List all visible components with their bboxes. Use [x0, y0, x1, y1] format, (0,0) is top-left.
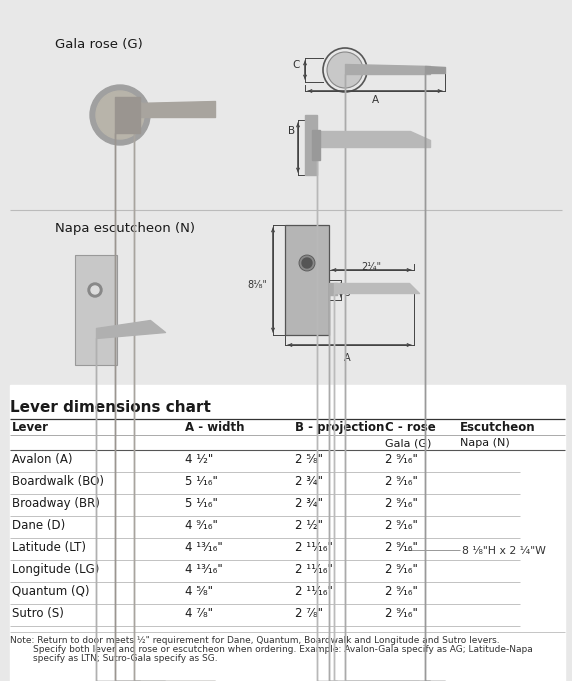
Circle shape	[299, 255, 315, 271]
Text: 8¹⁄₈": 8¹⁄₈"	[247, 280, 267, 290]
Circle shape	[90, 85, 150, 145]
Text: 2 ⁹⁄₁₆": 2 ⁹⁄₁₆"	[385, 541, 418, 554]
Text: 2 ⁹⁄₁₆": 2 ⁹⁄₁₆"	[385, 585, 418, 598]
Text: Gala rose (G): Gala rose (G)	[55, 38, 143, 51]
Circle shape	[88, 283, 102, 297]
Text: 4 ⁷⁄₈": 4 ⁷⁄₈"	[185, 607, 213, 620]
Text: 2 ⁹⁄₁₆": 2 ⁹⁄₁₆"	[385, 519, 418, 532]
Text: Gala (G): Gala (G)	[385, 438, 431, 448]
Text: Specify both lever and rose or escutcheon when ordering. Example: Avalon-Gala sp: Specify both lever and rose or escutcheo…	[10, 645, 533, 654]
Text: C: C	[292, 60, 300, 70]
Text: Sutro (S): Sutro (S)	[12, 607, 64, 620]
Bar	[305, 115, 317, 175]
Text: 2¹⁄₄": 2¹⁄₄"	[361, 262, 381, 272]
Text: 4 ⁹⁄₁₆": 4 ⁹⁄₁₆"	[185, 519, 218, 532]
Text: 4 ¹³⁄₁₆": 4 ¹³⁄₁₆"	[185, 541, 223, 554]
Text: Broadway (BR): Broadway (BR)	[12, 497, 100, 510]
Text: 2 ¹¹⁄₁₆": 2 ¹¹⁄₁₆"	[295, 563, 333, 576]
Text: C - rose: C - rose	[385, 421, 436, 434]
Text: Boardwalk (BO): Boardwalk (BO)	[12, 475, 104, 488]
Text: B - projection: B - projection	[295, 421, 384, 434]
Text: Avalon (A): Avalon (A)	[12, 453, 73, 466]
Circle shape	[302, 258, 312, 268]
Text: 2 ¾": 2 ¾"	[295, 497, 323, 510]
Text: 2 ⁹⁄₁₆": 2 ⁹⁄₁₆"	[385, 563, 418, 576]
Bar	[312, 130, 320, 160]
Text: 2 ⁹⁄₁₆": 2 ⁹⁄₁₆"	[385, 607, 418, 620]
Text: 2 ¹¹⁄₁₆": 2 ¹¹⁄₁₆"	[295, 541, 333, 554]
Text: 2 ⁷⁄₈": 2 ⁷⁄₈"	[295, 607, 323, 620]
Text: 2 ¾": 2 ¾"	[295, 475, 323, 488]
Text: Longitude (LG): Longitude (LG)	[12, 563, 100, 576]
Circle shape	[96, 91, 144, 139]
Text: 4 ⁵⁄₈": 4 ⁵⁄₈"	[185, 585, 213, 598]
Text: 5 ¹⁄₁₆": 5 ¹⁄₁₆"	[185, 497, 218, 510]
Text: 2 ⁹⁄₁₆": 2 ⁹⁄₁₆"	[385, 497, 418, 510]
Text: A: A	[344, 353, 350, 363]
Text: Escutcheon: Escutcheon	[460, 421, 535, 434]
Text: Napa (N): Napa (N)	[460, 438, 510, 448]
Bar	[10, 385, 565, 681]
Text: 2 ⁹⁄₁₆": 2 ⁹⁄₁₆"	[385, 475, 418, 488]
Text: 4 ¹⁄₂": 4 ¹⁄₂"	[185, 453, 213, 466]
Text: 2 ⁵⁄₈": 2 ⁵⁄₈"	[295, 453, 323, 466]
Text: Dane (D): Dane (D)	[12, 519, 65, 532]
Text: A - width: A - width	[185, 421, 244, 434]
Text: Lever: Lever	[12, 421, 49, 434]
Text: 4 ¹³⁄₁₆": 4 ¹³⁄₁₆"	[185, 563, 223, 576]
Text: A: A	[371, 95, 379, 105]
Bar	[285, 225, 329, 335]
Text: 2 ½": 2 ½"	[295, 519, 323, 532]
Circle shape	[91, 286, 99, 294]
Text: 2 ⁹⁄₁₆": 2 ⁹⁄₁₆"	[385, 453, 418, 466]
Text: Note: Return to door meets ½" requirement for Dane, Quantum, Boardwalk and Longi: Note: Return to door meets ½" requiremen…	[10, 636, 499, 645]
Text: B: B	[344, 288, 351, 298]
Text: Quantum (Q): Quantum (Q)	[12, 585, 89, 598]
Text: 5 ¹⁄₁₆": 5 ¹⁄₁₆"	[185, 475, 218, 488]
Text: 2 ¹¹⁄₁₆": 2 ¹¹⁄₁₆"	[295, 585, 333, 598]
Text: B: B	[288, 126, 296, 136]
Text: 8 ¹⁄₈"H x 2 ¹⁄₄"W: 8 ¹⁄₈"H x 2 ¹⁄₄"W	[462, 546, 546, 556]
Circle shape	[327, 52, 363, 88]
Text: specify as LTN; Sutro-Gala specify as SG.: specify as LTN; Sutro-Gala specify as SG…	[10, 654, 217, 663]
Bar	[75, 255, 117, 365]
Text: Latitude (LT): Latitude (LT)	[12, 541, 86, 554]
Text: Napa escutcheon (N): Napa escutcheon (N)	[55, 222, 195, 235]
Text: Lever dimensions chart: Lever dimensions chart	[10, 400, 211, 415]
